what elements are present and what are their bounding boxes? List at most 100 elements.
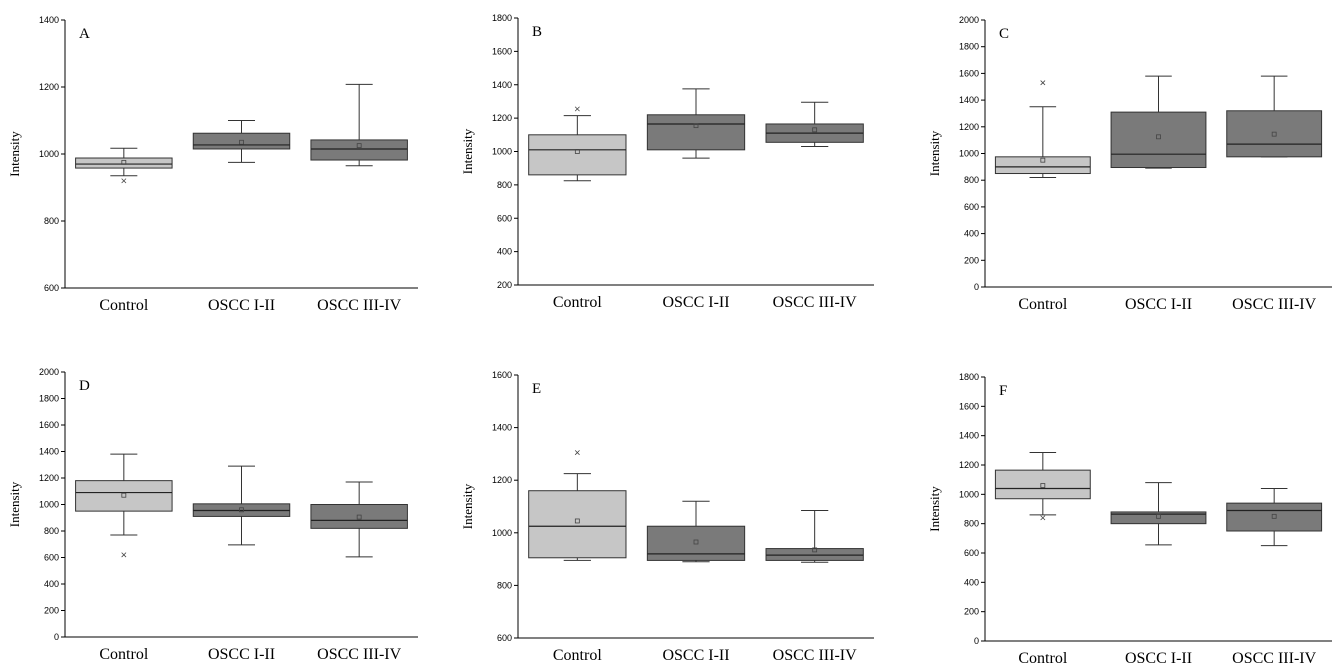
mean-marker	[1040, 483, 1046, 488]
y-tick-label: 1000	[39, 500, 59, 510]
y-tick-label: 800	[44, 216, 59, 226]
y-tick-label: 1200	[39, 473, 59, 483]
y-tick-label: 400	[44, 579, 59, 589]
y-tick-label: 0	[974, 282, 979, 292]
box-oscc-i-ii	[192, 465, 291, 546]
y-tick-label: 1800	[959, 42, 979, 52]
iqr-box	[310, 139, 408, 161]
panel-A: 600 800 1000 1200 1400 Intensity A Control OSCC …	[7, 15, 418, 314]
iqr-box	[75, 480, 173, 512]
box-oscc-iii-iv	[765, 101, 864, 147]
mean-marker	[1040, 157, 1046, 163]
mean-marker	[239, 139, 244, 145]
mean-marker	[121, 492, 127, 498]
y-tick-label: 1000	[959, 489, 979, 499]
iqr-box	[646, 114, 746, 151]
box-oscc-i-ii	[1110, 75, 1207, 169]
box-oscc-iii-iv	[1226, 75, 1323, 158]
panel-C: 0 200 400 600 800 1000 1200 1400 1600 1800 2000 Int…	[927, 15, 1332, 313]
box-oscc-iii-iv	[1226, 487, 1323, 547]
mean-marker	[1271, 513, 1277, 519]
panel-title: F	[999, 383, 1007, 399]
y-tick-label: 800	[44, 526, 59, 536]
x-tick-label: Control	[553, 647, 602, 664]
panel-B: 200 400 600 800 1000 1200 1400 1600 1800 Intensit…	[460, 13, 874, 311]
iqr-box	[646, 525, 746, 561]
mean-marker	[356, 514, 362, 520]
y-tick-label: 1200	[39, 82, 59, 92]
box-oscc-i-ii	[646, 88, 746, 159]
y-axis-label: Intensity	[7, 131, 22, 177]
x-tick-label: OSCC III-IV	[773, 294, 857, 311]
x-tick-label: OSCC I-II	[662, 294, 729, 311]
x-tick-label: OSCC III-IV	[317, 297, 401, 314]
x-tick-label: OSCC III-IV	[773, 647, 857, 664]
box-oscc-i-ii	[192, 120, 291, 163]
x-tick-label: OSCC III-IV	[1232, 296, 1316, 313]
y-tick-label: 1600	[959, 401, 979, 411]
y-tick-label: 600	[964, 548, 979, 558]
y-tick-label: 1200	[959, 122, 979, 132]
box-control	[994, 80, 1091, 179]
y-tick-label: 400	[497, 247, 512, 257]
y-tick-label: 600	[497, 633, 512, 643]
y-tick-label: 2000	[39, 367, 59, 377]
y-axis-label: Intensity	[927, 486, 942, 532]
y-tick-label: 1800	[492, 13, 512, 23]
y-tick-label: 600	[964, 202, 979, 212]
y-tick-label: 1000	[959, 149, 979, 159]
mean-marker	[1271, 131, 1277, 137]
mean-marker	[693, 123, 699, 129]
y-tick-label: 1000	[492, 147, 512, 157]
panel-D: 0 200 400 600 800 1000 1200 1400 1600 1800 2000 Int…	[7, 367, 418, 663]
box-control	[528, 106, 627, 182]
panel-F: 0 200 400 600 800 1000 1200 1400 1600 1800 Intensi…	[927, 372, 1332, 665]
iqr-box	[765, 548, 864, 561]
x-tick-label: OSCC I-II	[1125, 650, 1192, 665]
box-control	[75, 147, 173, 184]
x-tick-label: Control	[1018, 296, 1067, 313]
mean-marker	[239, 507, 244, 513]
mean-marker	[1156, 513, 1161, 519]
y-tick-label: 1600	[39, 420, 59, 430]
x-tick-label: OSCC I-II	[208, 646, 275, 663]
outlier-marker	[121, 178, 127, 184]
box-oscc-iii-iv	[310, 481, 408, 558]
panel-title: C	[999, 26, 1009, 42]
mean-marker	[812, 127, 818, 133]
y-axis-label: Intensity	[460, 483, 475, 529]
y-tick-label: 1800	[959, 372, 979, 382]
y-tick-label: 1200	[959, 460, 979, 470]
y-tick-label: 1800	[39, 394, 59, 404]
panel-title: E	[532, 381, 541, 397]
y-tick-label: 1400	[39, 15, 59, 25]
box-oscc-i-ii	[646, 500, 746, 563]
x-tick-label: OSCC III-IV	[1232, 650, 1316, 665]
panel-title: A	[79, 26, 90, 42]
box-control	[528, 450, 627, 561]
outlier-marker	[574, 106, 580, 112]
y-tick-label: 1400	[492, 80, 512, 90]
y-tick-label: 1400	[492, 423, 512, 433]
box-control	[75, 453, 173, 558]
iqr-box	[528, 490, 627, 559]
x-tick-label: OSCC I-II	[662, 647, 729, 664]
iqr-box	[1226, 110, 1323, 158]
iqr-box	[192, 132, 291, 150]
iqr-box	[310, 504, 408, 529]
iqr-box	[994, 156, 1091, 175]
y-tick-label: 1400	[39, 447, 59, 457]
panel-title: B	[532, 24, 542, 40]
y-tick-label: 1600	[492, 46, 512, 56]
y-tick-label: 800	[497, 580, 512, 590]
y-axis-label: Intensity	[7, 481, 22, 527]
x-tick-label: Control	[99, 297, 148, 314]
y-tick-label: 200	[497, 280, 512, 290]
y-tick-label: 200	[44, 606, 59, 616]
y-tick-label: 600	[44, 553, 59, 563]
y-tick-label: 2000	[959, 15, 979, 25]
mean-marker	[1156, 134, 1161, 140]
y-axis-label: Intensity	[460, 128, 475, 174]
outlier-marker	[1040, 515, 1046, 521]
